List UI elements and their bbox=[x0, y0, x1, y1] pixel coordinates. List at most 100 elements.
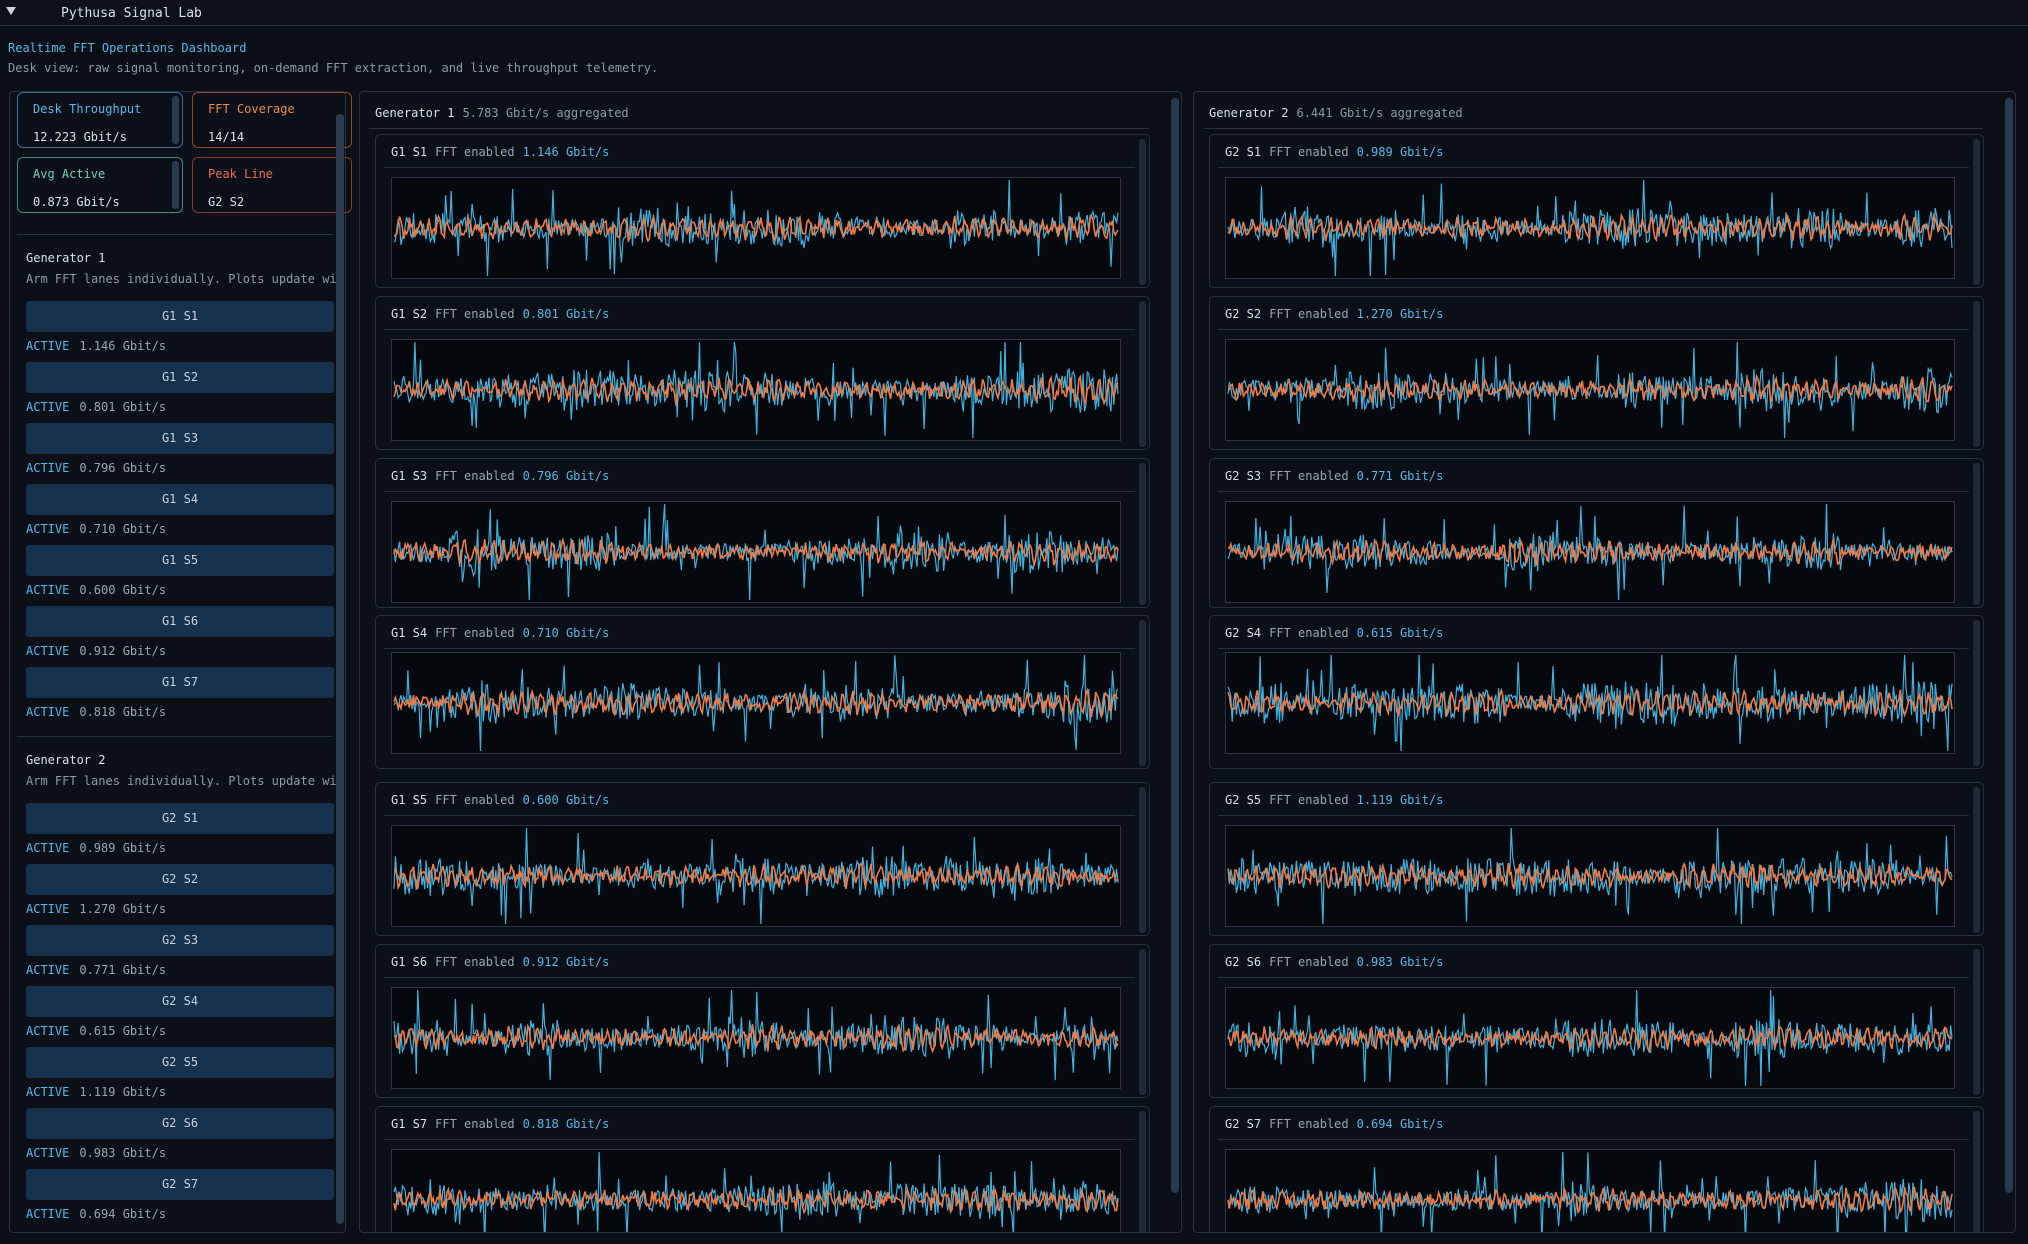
stat-card-desk-throughput: Desk Throughput 12.223 Gbit/s bbox=[17, 92, 183, 148]
lane-toggle-button[interactable]: G2 S5 bbox=[26, 1047, 334, 1078]
fft-signal-trace bbox=[1227, 1024, 1953, 1053]
lane-toggle-button[interactable]: G2 S1 bbox=[26, 803, 334, 834]
generator-scrollbar[interactable] bbox=[2005, 98, 2013, 1193]
sidebar-scrollbar[interactable] bbox=[336, 114, 344, 1224]
lane-header: G1 S1 FFT enabled 1.146 Gbit/s bbox=[391, 145, 609, 159]
lane-header: G2 S7 FFT enabled 0.694 Gbit/s bbox=[1225, 1117, 1443, 1131]
divider bbox=[384, 491, 1135, 492]
signal-lane-card: G1 S4 FFT enabled 0.710 Gbit/s bbox=[375, 615, 1150, 769]
signal-plot bbox=[1225, 501, 1955, 603]
lane-status-badge: ACTIVE bbox=[26, 1207, 70, 1221]
generator-name: Generator 2 bbox=[1209, 106, 1289, 120]
scrollbar-thumb[interactable] bbox=[1171, 98, 1179, 1193]
signal-lane-card: G2 S7 FFT enabled 0.694 Gbit/s bbox=[1209, 1106, 1984, 1232]
signal-lane-card: G1 S1 FFT enabled 1.146 Gbit/s bbox=[375, 134, 1150, 288]
lane-scrollbar[interactable] bbox=[1139, 787, 1146, 933]
lane-status-line: ACTIVE 0.818 Gbit/s bbox=[26, 705, 166, 719]
lane-toggle-button[interactable]: G1 S4 bbox=[26, 484, 334, 515]
lane-toggle-button[interactable]: G2 S4 bbox=[26, 986, 334, 1017]
raw-signal-trace bbox=[1227, 989, 1953, 1087]
lane-scrollbar[interactable] bbox=[1139, 620, 1146, 766]
signal-plot bbox=[391, 501, 1121, 603]
lane-status-line: ACTIVE 0.983 Gbit/s bbox=[26, 1146, 166, 1160]
lane-toggle-button[interactable]: G2 S3 bbox=[26, 925, 334, 956]
lane-fft-state: FFT enabled bbox=[435, 145, 515, 159]
lane-rate: 0.818 Gbit/s bbox=[522, 1117, 610, 1131]
lane-header: G2 S1 FFT enabled 0.989 Gbit/s bbox=[1225, 145, 1443, 159]
lane-toggle-button[interactable]: G2 S6 bbox=[26, 1108, 334, 1139]
lane-scrollbar[interactable] bbox=[1973, 301, 1980, 447]
divider bbox=[1218, 648, 1969, 649]
lane-toggle-button[interactable]: G2 S7 bbox=[26, 1169, 334, 1200]
stat-value: G2 S2 bbox=[208, 195, 245, 209]
lane-id: G1 S3 bbox=[391, 469, 428, 483]
lane-header: G1 S2 FFT enabled 0.801 Gbit/s bbox=[391, 307, 609, 321]
signal-lane-card: G2 S6 FFT enabled 0.983 Gbit/s bbox=[1209, 944, 1984, 1098]
lane-scrollbar[interactable] bbox=[1973, 787, 1980, 933]
collapse-triangle-icon[interactable] bbox=[4, 4, 18, 18]
lane-status-badge: ACTIVE bbox=[26, 644, 70, 658]
lane-scrollbar[interactable] bbox=[1139, 463, 1146, 605]
raw-signal-trace bbox=[1227, 1151, 1953, 1232]
lane-status-badge: ACTIVE bbox=[26, 963, 70, 977]
lane-scrollbar[interactable] bbox=[1139, 301, 1146, 447]
lane-toggle-button[interactable]: G1 S5 bbox=[26, 545, 334, 576]
lane-status-line: ACTIVE 1.146 Gbit/s bbox=[26, 339, 166, 353]
lane-scrollbar[interactable] bbox=[1139, 139, 1146, 285]
dashboard-heading: Realtime FFT Operations Dashboard bbox=[8, 41, 247, 55]
divider bbox=[1218, 977, 1969, 978]
lane-id: G2 S2 bbox=[1225, 307, 1262, 321]
lane-toggle-button[interactable]: G1 S2 bbox=[26, 362, 334, 393]
lane-fft-state: FFT enabled bbox=[1269, 955, 1349, 969]
fft-signal-trace bbox=[1227, 212, 1953, 243]
lane-scrollbar[interactable] bbox=[1139, 949, 1146, 1095]
divider bbox=[1218, 491, 1969, 492]
lane-scrollbar[interactable] bbox=[1973, 139, 1980, 285]
generator-header: Generator 2 6.441 Gbit/s aggregated bbox=[1209, 106, 1463, 120]
divider bbox=[384, 167, 1135, 168]
lane-header: G2 S2 FFT enabled 1.270 Gbit/s bbox=[1225, 307, 1443, 321]
lane-status-line: ACTIVE 0.801 Gbit/s bbox=[26, 400, 166, 414]
lane-scrollbar[interactable] bbox=[1973, 1111, 1980, 1232]
lane-toggle-button[interactable]: G1 S3 bbox=[26, 423, 334, 454]
lane-toggle-button[interactable]: G1 S1 bbox=[26, 301, 334, 332]
stat-label: Peak Line bbox=[208, 167, 274, 181]
lane-status-badge: ACTIVE bbox=[26, 902, 70, 916]
lane-header: G1 S6 FFT enabled 0.912 Gbit/s bbox=[391, 955, 609, 969]
lane-rate: 0.710 Gbit/s bbox=[79, 522, 167, 536]
card-scrollbar[interactable] bbox=[172, 96, 179, 144]
lane-rate: 1.270 Gbit/s bbox=[79, 902, 167, 916]
lane-scrollbar[interactable] bbox=[1973, 620, 1980, 766]
generator-scrollbar[interactable] bbox=[1171, 98, 1179, 1193]
lane-id: G1 S2 bbox=[391, 307, 428, 321]
lane-fft-state: FFT enabled bbox=[435, 626, 515, 640]
generator-aggregate: 5.783 Gbit/s aggregated bbox=[462, 106, 629, 120]
lane-toggle-button[interactable]: G1 S6 bbox=[26, 606, 334, 637]
lane-id: G1 S6 bbox=[391, 955, 428, 969]
divider bbox=[1203, 128, 1983, 129]
lane-fft-state: FFT enabled bbox=[1269, 307, 1349, 321]
lane-status-line: ACTIVE 0.600 Gbit/s bbox=[26, 583, 166, 597]
lane-status-line: ACTIVE 1.270 Gbit/s bbox=[26, 902, 166, 916]
lane-scrollbar[interactable] bbox=[1139, 1111, 1146, 1232]
fft-signal-trace bbox=[393, 536, 1119, 566]
fft-signal-trace bbox=[393, 1186, 1119, 1215]
lane-toggle-button[interactable]: G1 S7 bbox=[26, 667, 334, 698]
divider bbox=[384, 1139, 1135, 1140]
scrollbar-thumb[interactable] bbox=[2005, 98, 2013, 1193]
signal-lane-card: G2 S4 FFT enabled 0.615 Gbit/s bbox=[1209, 615, 1984, 769]
lane-rate: 0.710 Gbit/s bbox=[522, 626, 610, 640]
lane-scrollbar[interactable] bbox=[1973, 463, 1980, 605]
lane-fft-state: FFT enabled bbox=[1269, 626, 1349, 640]
lane-status-badge: ACTIVE bbox=[26, 400, 70, 414]
scrollbar-thumb[interactable] bbox=[336, 114, 344, 1224]
lane-fft-state: FFT enabled bbox=[435, 469, 515, 483]
lane-toggle-button[interactable]: G2 S2 bbox=[26, 864, 334, 895]
stat-card-fft-coverage: FFT Coverage 14/14 bbox=[192, 92, 352, 148]
fft-signal-trace bbox=[1227, 1185, 1953, 1215]
lane-rate: 0.796 Gbit/s bbox=[79, 461, 167, 475]
lane-id: G1 S4 bbox=[391, 626, 428, 640]
sidebar-generator-heading: Generator 2 bbox=[26, 753, 106, 767]
card-scrollbar[interactable] bbox=[172, 161, 179, 209]
lane-scrollbar[interactable] bbox=[1973, 949, 1980, 1095]
